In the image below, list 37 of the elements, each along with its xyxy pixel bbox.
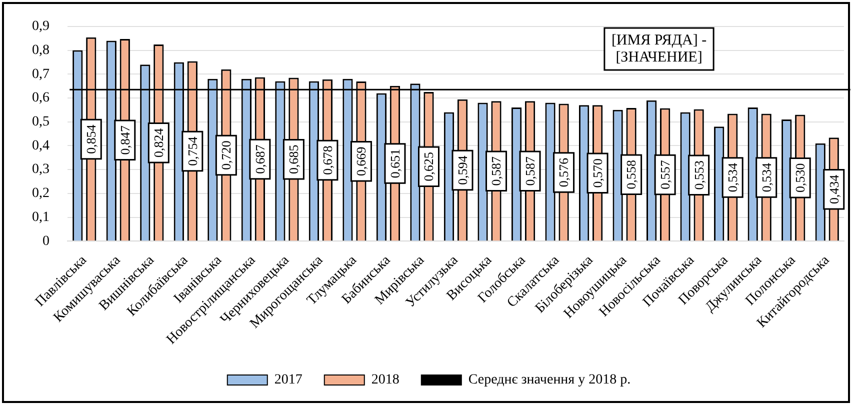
data-label: 0,570 <box>590 158 605 188</box>
annotation: [ИМЯ РЯДА] - [ЗНАЧЕНИЕ] <box>611 32 707 66</box>
y-tick-label: 0,8 <box>32 42 50 58</box>
data-label: 0,594 <box>454 155 470 185</box>
y-tick-label: 0,2 <box>32 186 50 202</box>
data-label: 0,669 <box>354 146 369 176</box>
data-label: 0,534 <box>725 162 740 192</box>
data-label: 0,587 <box>488 156 504 186</box>
data-label: 0,576 <box>556 157 572 188</box>
data-label: 0,434 <box>826 174 842 204</box>
data-label: 0,687 <box>252 144 268 174</box>
data-label: 0,557 <box>657 160 672 190</box>
data-label: 0,651 <box>387 148 402 178</box>
y-tick-label: 0,9 <box>32 19 50 34</box>
y-tick-label: 0,1 <box>32 210 50 225</box>
data-label: 0,685 <box>286 144 302 174</box>
y-tick-label: 0,5 <box>32 114 50 130</box>
data-label: 0,530 <box>792 163 808 193</box>
data-label: 0,558 <box>624 160 639 190</box>
data-label: 0,553 <box>691 160 706 190</box>
y-tick-label: 0,7 <box>32 66 50 82</box>
data-label: 0,847 <box>117 124 132 155</box>
data-label: 0,587 <box>522 156 538 186</box>
data-label: 0,720 <box>218 140 234 170</box>
y-tick-label: 0,6 <box>32 90 50 106</box>
data-label: 0,754 <box>184 136 200 166</box>
y-tick-label: 0,3 <box>32 162 50 178</box>
data-label: 0,824 <box>151 128 166 158</box>
data-label: 0,625 <box>421 152 436 182</box>
legend-label: 2018 <box>371 372 400 388</box>
y-tick-label: 0 <box>42 234 50 249</box>
data-label: 0,678 <box>320 146 335 175</box>
y-tick-label: 0,4 <box>32 138 50 154</box>
legend-label: 2017 <box>274 372 302 388</box>
data-label: 0,854 <box>84 124 99 154</box>
legend-label: Середнє значення у 2018 р. <box>468 372 631 388</box>
data-label: 0,534 <box>758 162 774 192</box>
